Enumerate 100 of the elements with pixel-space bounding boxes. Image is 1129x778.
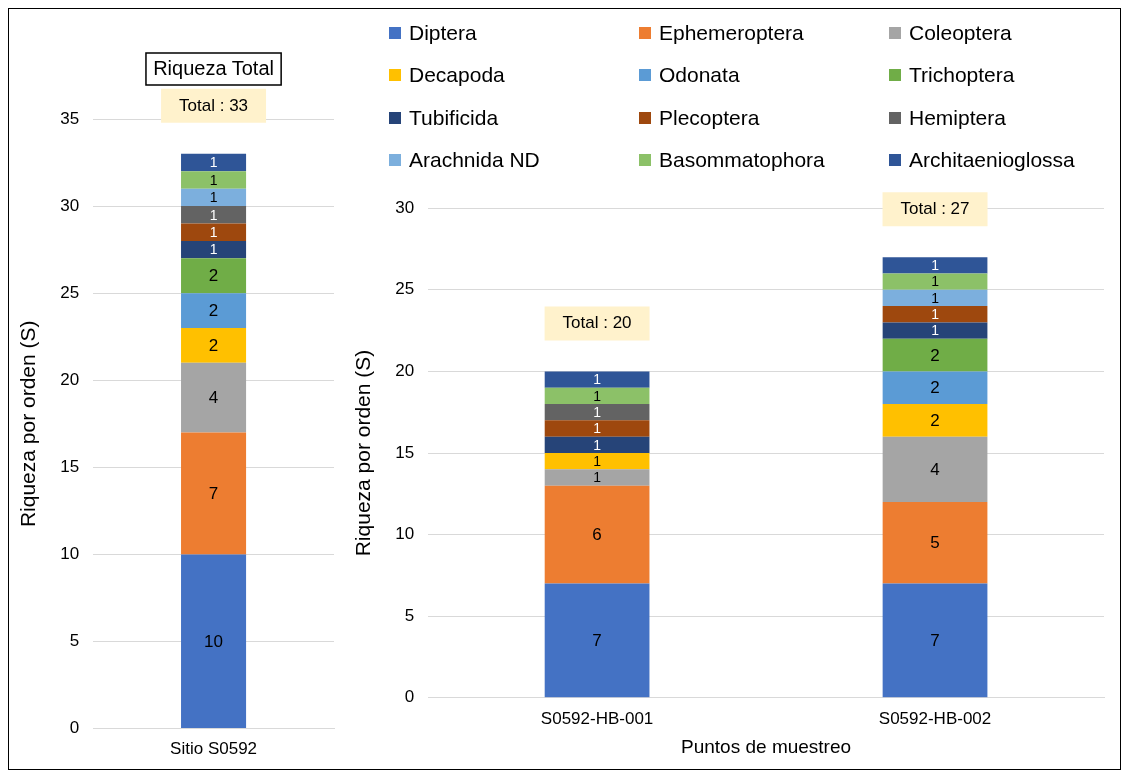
legend-label: Decapoda [409,63,505,88]
bar [882,436,988,502]
data-label: 1 [209,224,218,241]
bar [181,293,247,329]
bar [882,338,988,372]
data-label: 1 [593,453,602,470]
y-tick-label: 10 [395,524,415,544]
y-tick-label: 0 [69,718,80,738]
bar [544,469,650,486]
data-label: 2 [208,301,219,321]
bar [882,306,988,323]
y-tick-label: 15 [60,457,80,477]
x-tick-label: S0592-HB-002 [878,708,992,728]
data-label: 1 [931,257,940,274]
y-axis-title: Riqueza por orden (S) [16,320,40,528]
bar [181,171,247,189]
data-label: 1 [593,469,602,486]
data-label: 1 [209,241,218,258]
bar [181,188,247,207]
bar [882,322,988,339]
bar [544,371,650,388]
data-label: 2 [208,336,219,356]
bar [882,273,988,290]
data-label: 1 [931,322,940,339]
data-label: 4 [208,388,219,408]
data-label: 1 [931,273,940,290]
data-label: 5 [930,533,940,553]
data-label: 7 [208,484,219,504]
data-label: 1 [593,436,602,453]
y-tick-label: 30 [60,195,80,215]
data-label: 2 [930,378,940,398]
legend-label: Tubificida [409,105,499,130]
data-label: 7 [930,631,940,651]
data-label: 1 [209,154,218,171]
data-label: 1 [593,371,602,388]
bar [181,258,247,294]
data-label: 1 [593,404,602,421]
bar [544,404,650,421]
x-tick-label: Sitio S0592 [170,739,258,759]
data-label: 1 [931,306,940,323]
data-label: 6 [592,525,602,545]
data-label: 2 [208,266,219,286]
bar [181,223,247,241]
y-tick-label: 20 [395,361,415,381]
total-label: Total : 20 [562,313,632,333]
data-label: 1 [209,189,218,206]
bar [544,453,650,470]
bar [544,387,650,405]
y-tick-label: 30 [395,197,415,217]
data-label: 1 [593,387,602,404]
legend-label: Architaenioglossa [909,147,1075,172]
data-label: 1 [209,171,218,188]
y-tick-label: 35 [60,108,80,128]
y-tick-label: 0 [404,687,415,707]
bar [882,501,988,584]
legend-label: Basommatophora [659,147,825,172]
bar [882,404,988,437]
bar [882,583,988,698]
bar [181,554,247,729]
bar [544,420,650,437]
bar [544,583,650,698]
legend-label: Ephemeroptera [659,21,804,45]
bar [544,436,650,453]
data-label: 2 [930,345,940,365]
y-tick-label: 5 [69,631,80,651]
legend-label: Odonata [659,63,740,88]
bar [882,371,988,405]
data-label: 1 [209,206,218,223]
legend-label: Plecoptera [659,105,760,130]
bar [181,206,247,224]
y-tick-label: 10 [60,544,80,564]
data-label: 2 [930,411,940,431]
legend-label: Coleoptera [909,21,1012,45]
y-tick-label: 25 [395,279,415,299]
bar [882,289,988,307]
bar [181,328,247,363]
legend-label: Arachnida ND [409,147,540,172]
bar [181,362,247,433]
data-label: 1 [931,289,940,306]
y-tick-label: 5 [404,605,415,625]
bar [181,432,247,555]
legend-label: Hemiptera [909,105,1006,130]
x-tick-label: S0592-HB-001 [540,708,654,728]
data-label: 7 [592,631,602,651]
bar [181,153,247,172]
total-label: Total : 33 [179,95,249,115]
bar [882,257,988,274]
y-tick-label: 20 [60,369,80,389]
data-label: 4 [930,460,940,480]
bar [181,240,247,259]
total-label: Total : 27 [900,198,970,218]
legend-label: Diptera [409,21,477,45]
data-label: 1 [593,420,602,437]
y-tick-label: 25 [60,282,80,302]
x-axis-title: Puntos de muestreo [681,735,852,757]
y-tick-label: 15 [395,442,415,462]
data-label: 10 [204,631,224,651]
bar [544,485,650,584]
chart-title: Riqueza Total [153,56,274,79]
y-axis-title: Riqueza por orden (S) [351,349,375,557]
